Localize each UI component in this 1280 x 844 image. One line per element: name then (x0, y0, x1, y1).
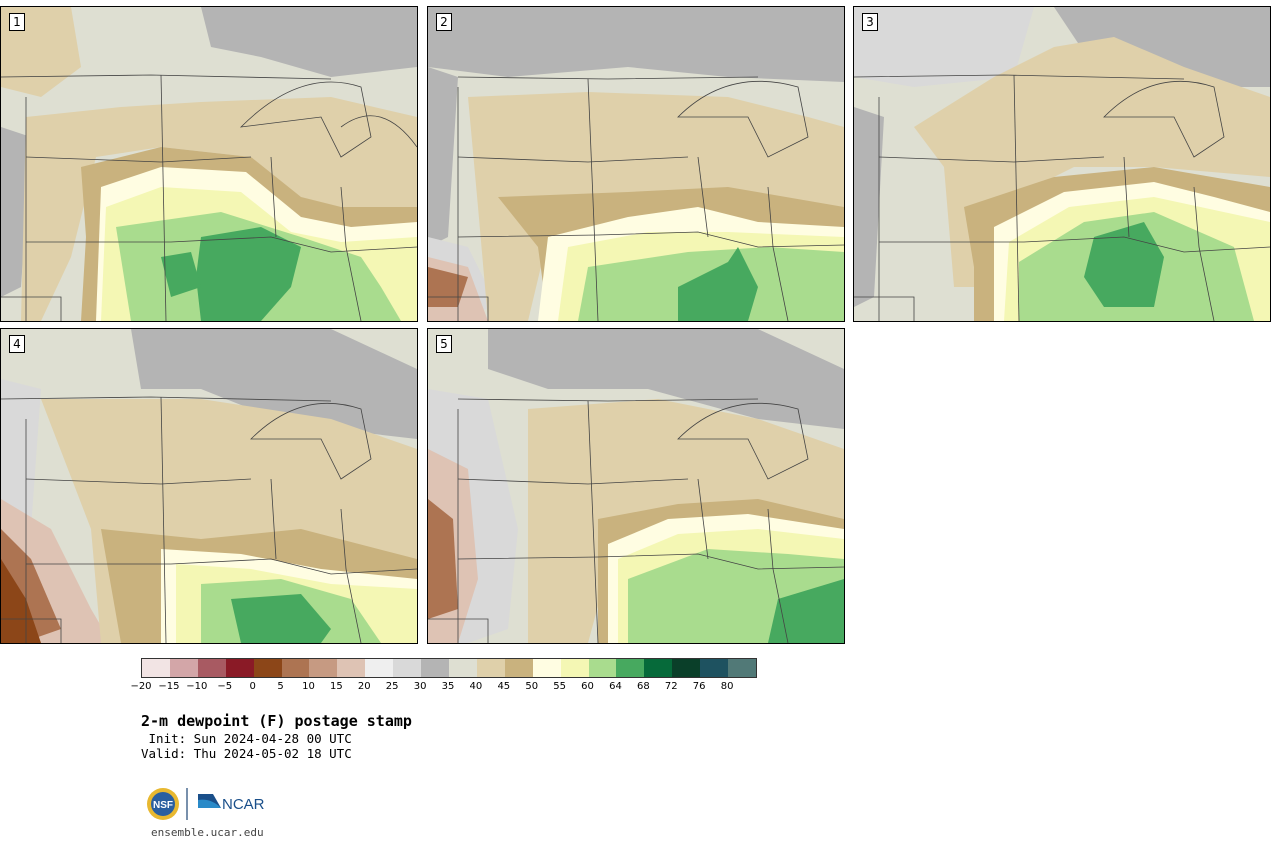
forecast-panel-4: 4 (0, 328, 418, 644)
colorbar-cell-0 (142, 659, 170, 677)
colorbar-cell-1 (169, 659, 198, 677)
dewpoint-map-5 (428, 329, 844, 643)
forecast-panel-2: 2 (427, 6, 845, 322)
colorbar-tick-label: 20 (357, 681, 371, 692)
colorbar-cell-21 (728, 659, 756, 677)
colorbar-tick-label: 40 (469, 681, 483, 692)
colorbar-cell-10 (421, 659, 449, 677)
panel-label: 4 (9, 335, 25, 353)
colorbar-cell-16 (588, 659, 617, 677)
nsf-logo-icon: NSF (147, 788, 179, 820)
colorbar-tick-label: 64 (609, 681, 622, 692)
valid-time: Valid: Thu 2024-05-02 18 UTC (141, 746, 352, 761)
panel-label: 3 (862, 13, 878, 31)
dewpoint-map-2 (428, 7, 844, 321)
colorbar-tick-label: 25 (385, 681, 399, 692)
colorbar-cell-15 (560, 659, 589, 677)
dewpoint-map-1 (1, 7, 417, 321)
colorbar-tick-label: 10 (302, 681, 315, 692)
colorbar-ticks: −20 −15 −10 −5 0 5 10 15 20 25 30 35 40 45 50 55 60 64 68 7… (130, 681, 755, 695)
colorbar-tick-label: 72 (664, 681, 678, 692)
init-time: Init: Sun 2024-04-28 00 UTC (141, 731, 352, 746)
colorbar-tick-label: −15 (158, 681, 180, 692)
forecast-panel-3: 3 (853, 6, 1271, 322)
colorbar-cell-14 (532, 659, 561, 677)
colorbar-cell-5 (281, 659, 310, 677)
colorbar-cell-4 (253, 659, 282, 677)
colorbar-tick-label: 45 (497, 681, 511, 692)
colorbar-cell-18 (644, 659, 673, 677)
panel-label: 1 (9, 13, 25, 31)
panel-label: 2 (436, 13, 452, 31)
ncar-logo-icon: NCAR (198, 794, 265, 813)
colorbar-cell-13 (504, 659, 533, 677)
colorbar-tick-label: 68 (636, 681, 650, 692)
dewpoint-map-4 (1, 329, 417, 643)
colorbar-tick-label: 50 (525, 681, 539, 692)
colorbar-cell-11 (448, 659, 477, 677)
colorbar-tick-label: −20 (130, 681, 152, 692)
colorbar-tick-label: −5 (217, 681, 233, 692)
colorbar-tick-label: 60 (581, 681, 594, 692)
colorbar-tick-label: 5 (277, 681, 284, 692)
colorbar-cell-9 (393, 659, 422, 677)
colorbar-cell-17 (616, 659, 645, 677)
ncar-logo-text: NCAR (222, 796, 265, 813)
colorbar-tick-label: 35 (441, 681, 455, 692)
colorbar-tick-label: 15 (329, 681, 343, 692)
forecast-panel-1: 1 (0, 6, 418, 322)
colorbar-cell-12 (476, 659, 505, 677)
colorbar-cell-2 (197, 659, 226, 677)
colorbar-tick-label: 55 (553, 681, 566, 692)
colorbar-cell-3 (225, 659, 254, 677)
colorbar-cell-20 (700, 659, 729, 677)
chart-title: 2-m dewpoint (F) postage stamp (141, 712, 412, 730)
colorbar-tick-label: 30 (413, 681, 427, 692)
colorbar (141, 658, 757, 678)
nsf-logo-text: NSF (153, 800, 173, 811)
colorbar-cell-8 (365, 659, 394, 677)
colorbar-cell-7 (337, 659, 366, 677)
panel-label: 5 (436, 335, 452, 353)
forecast-panel-5: 5 (427, 328, 845, 644)
logos: NSF NCAR (145, 786, 275, 824)
colorbar-cell-19 (672, 659, 701, 677)
colorbar-tick-label: −10 (186, 681, 208, 692)
site-url: ensemble.ucar.edu (151, 826, 264, 839)
colorbar-tick-label: 80 (720, 681, 734, 692)
colorbar-cell-6 (309, 659, 338, 677)
colorbar-tick-label: 0 (249, 681, 256, 692)
colorbar-tick-label: 76 (692, 681, 706, 692)
dewpoint-map-3 (854, 7, 1270, 321)
